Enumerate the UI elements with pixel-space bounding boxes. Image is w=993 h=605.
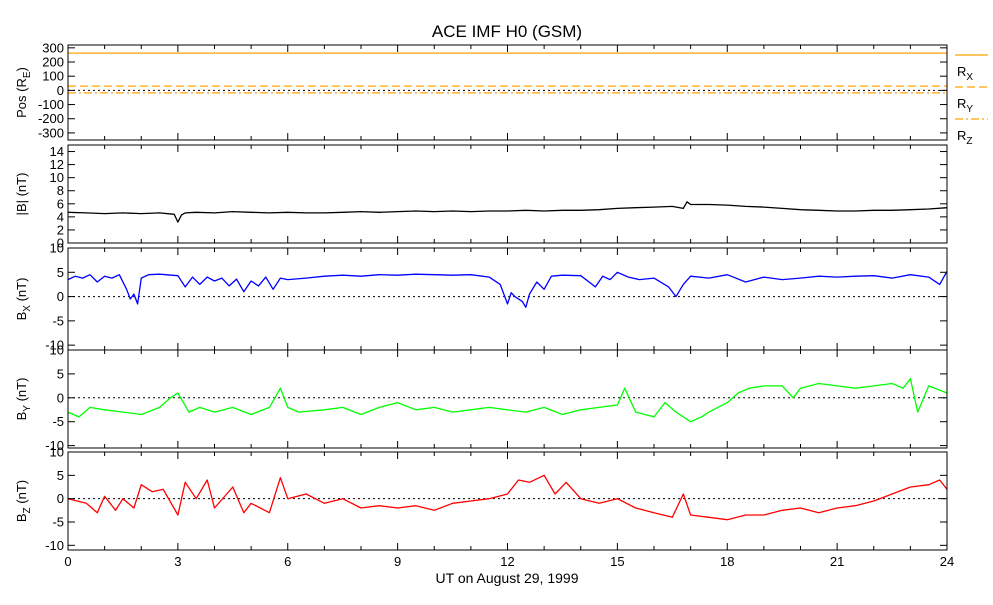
y-tick-label: 2 (57, 222, 64, 237)
y-tick-label: 100 (42, 69, 64, 84)
y-tick-label: 200 (42, 55, 64, 70)
y-tick-label: -100 (38, 97, 64, 112)
y-tick-label: 10 (50, 343, 64, 358)
series-line-by-0 (67, 378, 948, 423)
y-tick-label: 0 (57, 390, 64, 405)
y-tick-label: -5 (52, 414, 64, 429)
y-tick-label: 5 (57, 468, 64, 483)
y-label-text: B (14, 513, 29, 522)
y-label-text: B (14, 312, 29, 321)
y-label-text-end: (nT) (14, 378, 29, 405)
y-tick-label: 10 (50, 170, 64, 185)
y-tick-label: 14 (50, 144, 64, 159)
chart-title: ACE IMF H0 (GSM) (432, 22, 582, 41)
y-tick-label: 0 (57, 289, 64, 304)
y-tick-label: 6 (57, 196, 64, 211)
x-tick-label: 18 (720, 554, 734, 569)
y-tick-label: -10 (45, 538, 64, 553)
y-label-subscript: Z (22, 507, 33, 513)
y-label-subscript: X (22, 305, 33, 312)
y-tick-label: -5 (52, 313, 64, 328)
legend-label-subscript: Z (966, 136, 972, 147)
y-tick-label: -5 (52, 515, 64, 530)
y-tick-label: -10 (45, 338, 64, 353)
x-tick-label: 6 (284, 554, 291, 569)
y-axis-label-bx: BX (nT) (14, 278, 33, 321)
x-tick-label: 12 (500, 554, 514, 569)
y-tick-label: 10 (50, 241, 64, 256)
y-tick-label: -200 (38, 111, 64, 126)
legend-label-0: RX (957, 64, 973, 83)
x-tick-label: 24 (940, 554, 954, 569)
x-tick-label: 0 (64, 554, 71, 569)
x-tick-label: 21 (830, 554, 844, 569)
series-line-bx-0 (67, 270, 948, 308)
legend-label-subscript: Y (966, 104, 973, 115)
legend-label-base: R (957, 128, 966, 143)
y-label-subscript: Y (22, 405, 33, 412)
y-tick-label: 0 (57, 491, 64, 506)
y-label-subscript: E (22, 71, 33, 78)
legend-label-base: R (957, 96, 966, 111)
y-axis-label-pos: Pos (RE) (14, 67, 33, 118)
series-line-bmag-0 (67, 201, 948, 223)
y-label-text-end: (nT) (14, 480, 29, 507)
legend-label-subscript: X (966, 72, 973, 83)
y-tick-label: 4 (57, 209, 64, 224)
x-tick-label: 9 (394, 554, 401, 569)
y-label-text: B (14, 412, 29, 421)
y-tick-label: 5 (57, 265, 64, 280)
y-axis-label-by: BY (nT) (14, 378, 33, 421)
y-label-text-end: ) (14, 67, 29, 71)
x-tick-label: 15 (610, 554, 624, 569)
x-tick-label: 3 (174, 554, 181, 569)
panel-frame (67, 247, 948, 351)
y-label-text: |B| (nT) (14, 173, 29, 216)
y-tick-label: -300 (38, 125, 64, 140)
legend-label-2: RZ (957, 128, 973, 147)
y-tick-label: 300 (42, 40, 64, 55)
panel-by: 10 5 0 -5 -10 BY (nT) (14, 343, 948, 453)
legend-label-base: R (957, 64, 966, 79)
y-axis-label-bz: BZ (nT) (14, 480, 33, 522)
y-tick-label: 0 (57, 236, 64, 251)
y-label-text-end: (nT) (14, 278, 29, 305)
panel-bz: 10 5 0 -5 -10 BZ (nT) (14, 445, 948, 553)
x-axis-label: UT on August 29, 1999 (436, 570, 579, 586)
panel-frame (67, 451, 948, 551)
y-tick-label: -10 (45, 438, 64, 453)
y-tick-label: 5 (57, 366, 64, 381)
y-label-text: Pos (R (14, 78, 29, 118)
panel-frame (67, 349, 948, 449)
y-tick-label: 8 (57, 183, 64, 198)
legend-label-1: RY (957, 96, 973, 115)
y-tick-label: 0 (57, 83, 64, 98)
y-tick-label: 10 (50, 445, 64, 460)
y-axis-label-bmag: |B| (nT) (14, 173, 29, 216)
panel-frame (67, 144, 948, 244)
series-line-bz-0 (67, 474, 948, 521)
panel-bx: 10 5 0 -5 -10 BX (nT) (14, 241, 948, 353)
y-tick-label: 12 (50, 157, 64, 172)
